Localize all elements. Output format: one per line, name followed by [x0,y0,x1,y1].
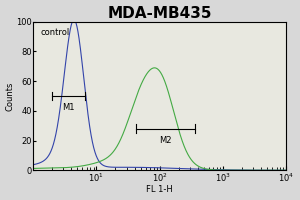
Text: M2: M2 [159,136,171,145]
X-axis label: FL 1-H: FL 1-H [146,185,173,194]
Text: M1: M1 [62,103,75,112]
Text: control: control [41,28,70,37]
Title: MDA-MB435: MDA-MB435 [107,6,212,21]
Y-axis label: Counts: Counts [6,81,15,111]
